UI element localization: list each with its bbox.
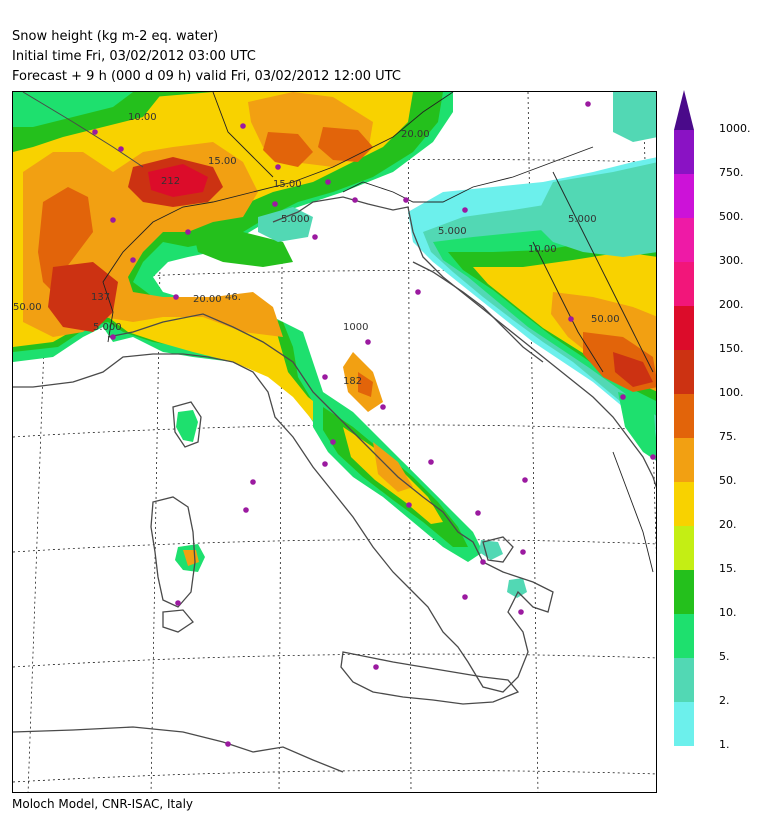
city-marker: [428, 459, 434, 465]
city-marker: [130, 257, 136, 263]
city-marker: [352, 197, 358, 203]
colorbar-band: [674, 658, 694, 702]
city-marker: [518, 609, 524, 615]
colorbar: [674, 90, 694, 746]
city-marker: [480, 559, 486, 565]
city-marker: [620, 394, 626, 400]
city-marker: [403, 197, 409, 203]
colorbar-band: [674, 90, 694, 130]
graticule: [13, 92, 656, 792]
city-marker: [173, 294, 179, 300]
colorbar-tick-label: 10.: [719, 606, 737, 619]
colorbar-tick-label: 50.: [719, 474, 737, 487]
contour-label: 46.: [225, 292, 241, 303]
colorbar-tick-label: 75.: [719, 430, 737, 443]
contour-label: 137: [91, 292, 110, 303]
city-marker: [520, 549, 526, 555]
balkan-snow-field: [408, 92, 656, 461]
city-marker: [322, 461, 328, 467]
city-marker: [225, 741, 231, 747]
colorbar-band: [674, 438, 694, 482]
colorbar-tick-label: 200.: [719, 298, 744, 311]
city-marker: [650, 454, 656, 460]
coastlines: [13, 92, 656, 773]
city-marker: [118, 146, 124, 152]
city-marker: [110, 334, 116, 340]
contour-label: 5.000: [438, 226, 467, 237]
colorbar-tick-label: 300.: [719, 254, 744, 267]
city-marker: [110, 217, 116, 223]
contour-label: 20.00: [193, 294, 222, 305]
contour-label: 5.000: [568, 214, 597, 225]
city-marker: [373, 664, 379, 670]
city-marker: [568, 316, 574, 322]
city-marker: [330, 439, 336, 445]
colorbar-band: [674, 306, 694, 350]
contour-label: 182: [343, 376, 362, 387]
colorbar-band: [674, 130, 694, 174]
contour-label: 50.00: [591, 314, 620, 325]
contour-label: 15.00: [208, 156, 237, 167]
chart-title: Snow height (kg m-2 eq. water): [12, 29, 219, 44]
contour-label: 5.000: [93, 322, 122, 333]
colorbar-band: [674, 350, 694, 394]
city-marker: [522, 477, 528, 483]
colorbar-tick-label: 20.: [719, 518, 737, 531]
colorbar-tick-label: 5.: [719, 650, 730, 663]
snow-height-map: 10.00 212 137 46. 20.00 15.00 5.000 5.00…: [12, 91, 657, 793]
contour-label: 50.00: [13, 302, 42, 313]
city-markers: [92, 101, 656, 747]
contour-label: 1000: [343, 322, 368, 333]
colorbar-band: [674, 570, 694, 614]
city-marker: [475, 510, 481, 516]
city-marker: [312, 234, 318, 240]
city-marker: [406, 502, 412, 508]
colorbar-tick-label: 15.: [719, 562, 737, 575]
colorbar-tick-label: 100.: [719, 386, 744, 399]
colorbar-band: [674, 526, 694, 570]
initial-time-label: Initial time Fri, 03/02/2012 03:00 UTC: [12, 49, 256, 64]
city-marker: [462, 207, 468, 213]
colorbar-band: [674, 174, 694, 218]
model-credit: Moloch Model, CNR-ISAC, Italy: [12, 797, 194, 811]
contour-label: 10.00: [528, 244, 557, 255]
colorbar-band: [674, 262, 694, 306]
contour-label: 20.00: [401, 129, 430, 140]
colorbar-band: [674, 218, 694, 262]
national-borders: [102, 92, 654, 573]
city-marker: [462, 594, 468, 600]
colorbar-tick-label: 500.: [719, 210, 744, 223]
contour-label: 5.000: [281, 214, 310, 225]
colorbar-tick-label: 1000.: [719, 122, 751, 135]
city-marker: [175, 600, 181, 606]
city-marker: [365, 339, 371, 345]
colorbar-band: [674, 614, 694, 658]
colorbar-tick-label: 1.: [719, 738, 730, 751]
city-marker: [325, 179, 331, 185]
map-canvas: 10.00 212 137 46. 20.00 15.00 5.000 5.00…: [13, 92, 656, 792]
contour-label: 212: [161, 176, 180, 187]
city-marker: [92, 129, 98, 135]
city-marker: [585, 101, 591, 107]
city-marker: [243, 507, 249, 513]
colorbar-tick-label: 150.: [719, 342, 744, 355]
city-marker: [240, 123, 246, 129]
colorbar-tick-label: 750.: [719, 166, 744, 179]
city-marker: [380, 404, 386, 410]
contour-label: 15.00: [273, 179, 302, 190]
city-marker: [415, 289, 421, 295]
city-marker: [185, 229, 191, 235]
colorbar-tick-label: 2.: [719, 694, 730, 707]
colorbar-band: [674, 394, 694, 438]
city-marker: [272, 201, 278, 207]
contour-label: 10.00: [128, 112, 157, 123]
city-marker: [322, 374, 328, 380]
contour-labels: 10.00 212 137 46. 20.00 15.00 5.000 5.00…: [13, 112, 620, 387]
colorbar-band: [674, 702, 694, 746]
city-marker: [275, 164, 281, 170]
city-marker: [250, 479, 256, 485]
colorbar-band: [674, 482, 694, 526]
forecast-valid-label: Forecast + 9 h (000 d 09 h) valid Fri, 0…: [12, 69, 401, 84]
